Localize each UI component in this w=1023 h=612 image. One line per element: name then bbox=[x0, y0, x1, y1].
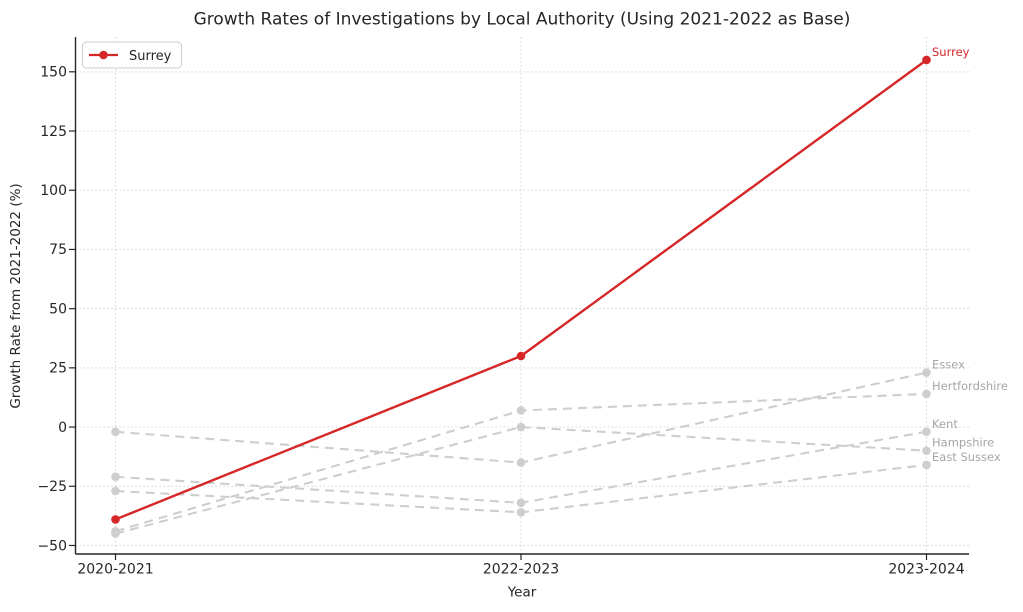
x-axis-label: Year bbox=[507, 585, 537, 601]
x-tick-label: 2023-2024 bbox=[888, 562, 964, 578]
data-point-surrey bbox=[111, 515, 120, 524]
data-point-east-sussex bbox=[922, 460, 931, 470]
data-point-hertfordshire bbox=[516, 406, 526, 415]
series-end-label-essex: Essex bbox=[932, 358, 965, 372]
data-point-essex bbox=[111, 427, 120, 437]
series-end-label-hertfordshire: Hertfordshire bbox=[932, 379, 1008, 393]
y-tick-label: −50 bbox=[37, 538, 67, 554]
chart-title: Growth Rates of Investigations by Local … bbox=[194, 10, 851, 30]
series-end-label-surrey: Surrey bbox=[932, 45, 970, 59]
y-tick-label: 50 bbox=[49, 301, 67, 317]
data-point-hampshire bbox=[922, 446, 931, 456]
y-tick-label: 25 bbox=[49, 361, 67, 377]
series-layer bbox=[111, 55, 931, 538]
legend-label-surrey: Surrey bbox=[129, 49, 172, 64]
x-tick-label: 2020-2021 bbox=[77, 562, 153, 578]
y-tick-label: 75 bbox=[49, 242, 67, 258]
legend-marker-icon bbox=[99, 50, 108, 60]
series-end-label-hampshire: Hampshire bbox=[932, 436, 994, 450]
data-point-east-sussex bbox=[111, 486, 120, 496]
series-end-label-kent: Kent bbox=[932, 417, 958, 431]
data-point-hampshire bbox=[516, 422, 526, 432]
x-tick-label: 2022-2023 bbox=[483, 562, 559, 578]
data-point-hampshire bbox=[111, 529, 120, 538]
data-point-kent bbox=[516, 498, 526, 508]
series-end-label-east-sussex: East Sussex bbox=[932, 450, 1001, 464]
data-point-east-sussex bbox=[516, 508, 526, 517]
y-tick-label: 100 bbox=[40, 183, 67, 199]
data-point-hertfordshire bbox=[922, 389, 931, 399]
data-point-surrey bbox=[922, 55, 931, 65]
data-point-essex bbox=[922, 368, 931, 377]
y-tick-label: −25 bbox=[37, 479, 67, 495]
legend: Surrey bbox=[82, 41, 182, 69]
data-point-essex bbox=[516, 458, 526, 467]
y-axis-label: Growth Rate from 2021-2022 (%) bbox=[8, 183, 24, 408]
legend-box bbox=[82, 41, 182, 69]
data-point-kent bbox=[922, 427, 931, 437]
data-point-surrey bbox=[516, 351, 526, 361]
y-tick-label: 0 bbox=[58, 420, 67, 436]
grid-layer bbox=[75, 37, 969, 554]
y-tick-label: 150 bbox=[40, 65, 67, 81]
axis-layer: −50 −25 0 25 50 75 100 125 150 2020-2021 2022-2023… bbox=[37, 37, 969, 578]
data-point-kent bbox=[111, 472, 120, 482]
y-tick-label: 125 bbox=[40, 124, 67, 140]
